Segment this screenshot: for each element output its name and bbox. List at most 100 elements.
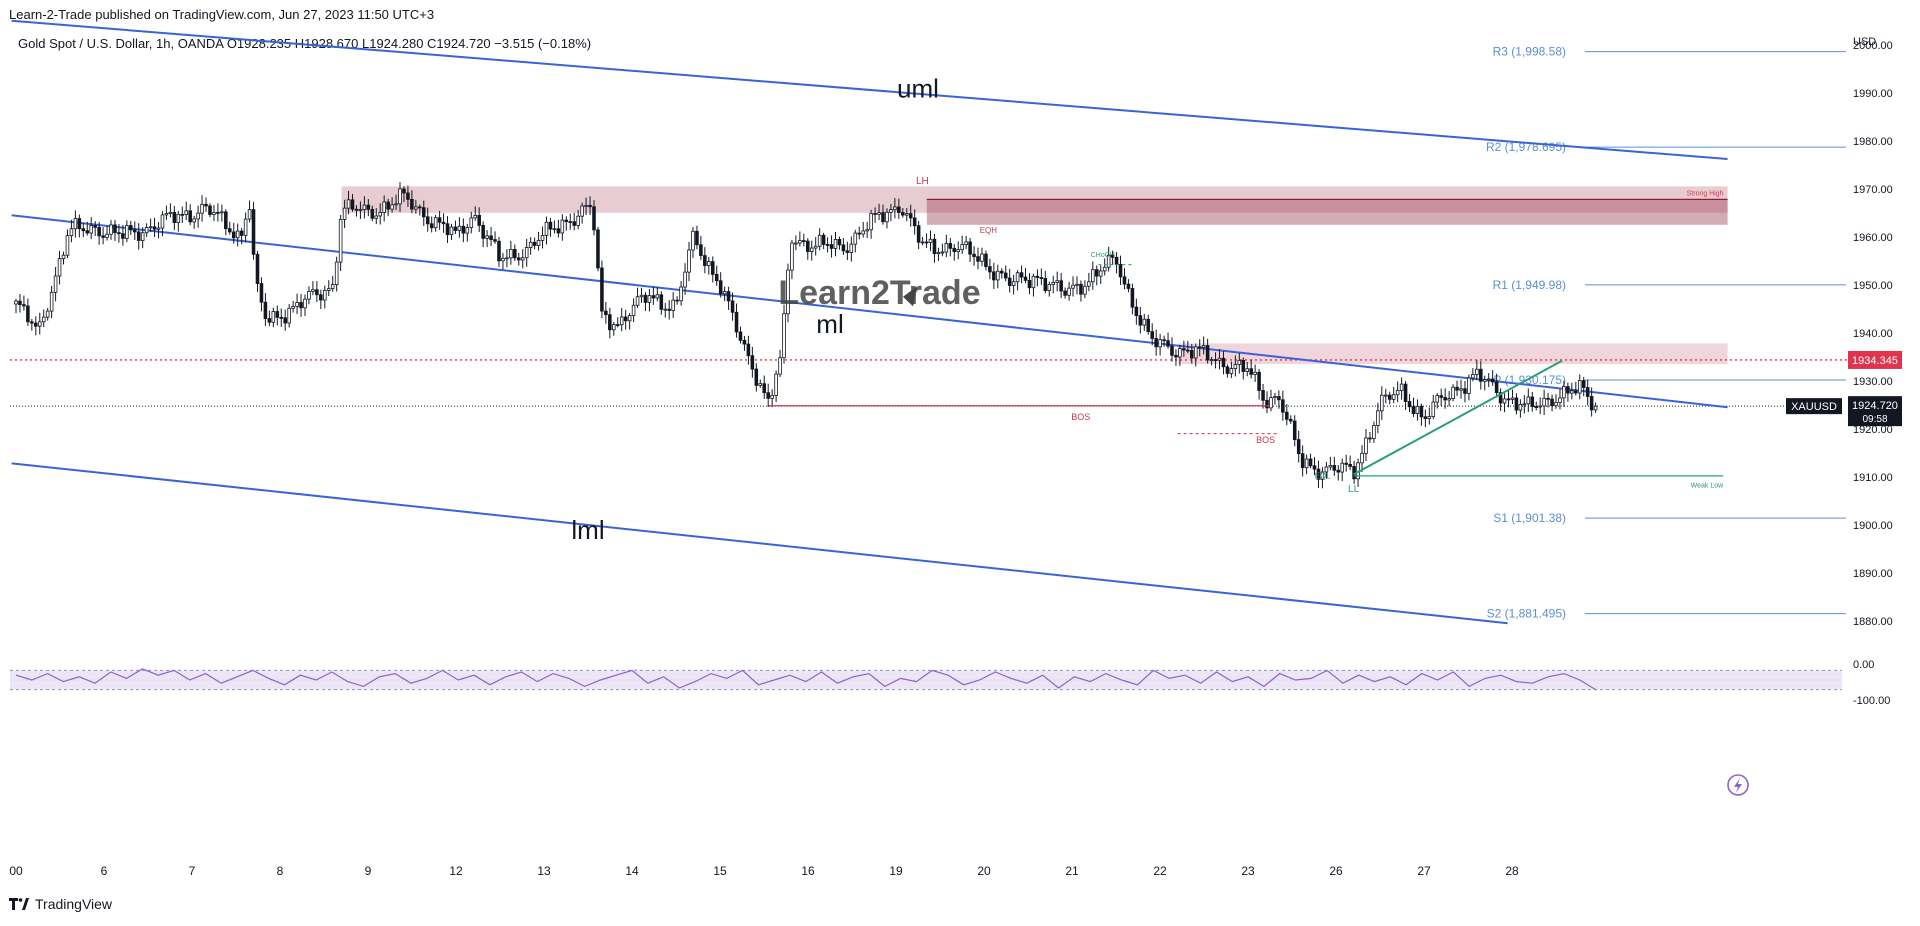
candle-body [152,226,157,230]
candle [964,235,968,250]
candle-body [1479,368,1483,382]
candle [683,263,687,296]
candle [1241,357,1246,380]
candle-body [402,188,406,194]
candle [552,220,557,234]
candle-body [631,304,636,316]
candle [596,226,600,272]
lightning-alert-icon[interactable] [1727,774,1749,796]
candle [132,221,137,241]
last-price-badge[interactable]: XAUUSD 1924.720 09:58 [1786,396,1902,427]
candle-body [382,201,386,213]
candle-body [1126,283,1131,289]
candle-body [766,392,770,399]
candle [125,220,129,243]
candle [912,209,917,235]
time-tick-label: 19 [889,864,903,878]
candle-body [798,240,802,244]
candle [342,199,347,229]
candle [61,251,66,265]
candle [469,211,474,234]
candle [568,213,573,230]
candle-body [813,245,818,249]
price-tick-label: 1950.00 [1853,280,1893,292]
candle-body [956,249,960,252]
candle-body [1411,406,1416,415]
candle-body [22,304,26,307]
candle [247,200,252,223]
candle [1237,353,1242,374]
candle [45,307,50,321]
candle [1443,388,1447,409]
candle-body [406,192,410,200]
candle [1570,382,1574,400]
candle-body [707,261,711,266]
candle-body [916,225,921,243]
footer-brand[interactable]: TradingView [9,896,112,912]
candle [176,210,181,232]
candle [1348,455,1352,471]
candle [346,190,351,215]
candle [334,256,339,292]
candle-body [782,313,786,359]
candle-body [1193,346,1198,359]
candle-body [1130,288,1135,308]
candle-body [168,211,173,214]
candle-body [57,258,62,277]
candle-body [675,299,679,302]
candle-body [1471,374,1475,379]
candle-body [216,211,220,214]
candle [778,349,782,378]
marked-level-badge[interactable]: 1934.345 [1848,350,1902,369]
candle [1130,283,1135,315]
candle [429,216,434,233]
candle-body [972,253,976,258]
candle [667,300,672,320]
candle-body [394,203,398,206]
candle-body [920,241,925,244]
candle [1150,323,1154,346]
candle-body [323,290,327,301]
candle [790,239,794,280]
price-tick-label: 2000.00 [1853,40,1893,52]
candle [180,206,185,223]
candle-body [358,209,363,211]
candle [703,247,707,274]
candle [746,335,751,365]
candle [1225,364,1230,378]
candle [1589,387,1594,417]
candle [1490,370,1495,386]
candle [160,211,165,237]
candle [1419,403,1424,426]
candle-body [1534,406,1538,408]
candle [1094,265,1099,286]
candle [1475,360,1479,380]
candle [1435,393,1440,409]
structure-label-choch: CHoCH [1091,252,1115,259]
candle-body [208,205,212,215]
candle [1498,388,1503,411]
candle [813,237,818,256]
candle-body [1285,411,1289,420]
candle-body [726,291,731,302]
candle-body [1213,359,1218,362]
candle-body [604,310,608,316]
candle [192,215,196,229]
candle-body [1502,398,1507,404]
candle-body [1063,290,1067,296]
candle [1308,453,1313,469]
candle [655,287,660,302]
channel-line-uml [11,19,1728,161]
candle [663,302,668,318]
candle [758,379,763,388]
candle-body [1526,396,1531,405]
candle-body [1249,368,1253,375]
candle-body [809,247,814,252]
candle [548,218,553,237]
candle [873,207,877,223]
time-axis-layer: 00 6 7 8 9 12 13 14 15 16 19 20 21 22 23 26 27 28 [9,864,1519,878]
candle-body [1019,272,1024,278]
candle [1079,280,1083,302]
candle [453,220,458,234]
